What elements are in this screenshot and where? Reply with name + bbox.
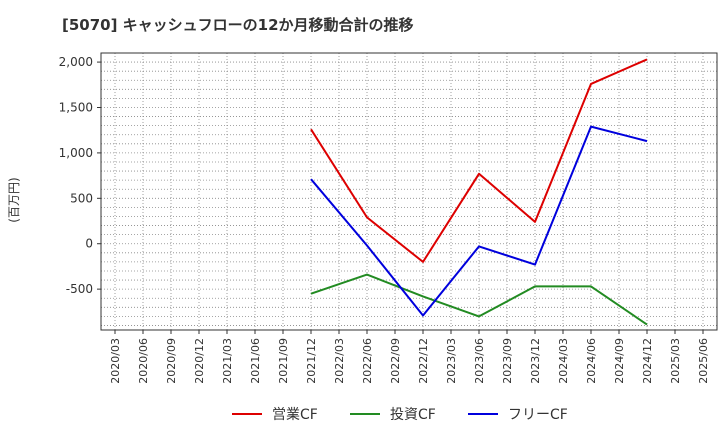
y-tick-label: 500 [70, 191, 93, 205]
x-tick-label: 2023/03 [445, 338, 458, 384]
y-axis-label: (百万円) [7, 177, 21, 222]
series-line [310, 58, 648, 263]
series-line [310, 273, 648, 326]
y-tick-label: -500 [66, 282, 93, 296]
x-tick-label: 2024/03 [557, 338, 570, 384]
x-tick-label: 2021/12 [305, 338, 318, 384]
y-tick-label: 0 [85, 237, 93, 251]
y-tick-label: 2,000 [59, 55, 93, 69]
x-tick-label: 2022/12 [417, 338, 430, 384]
plot-area-frame [100, 52, 718, 331]
x-tick-label: 2021/06 [249, 338, 262, 384]
series-line [310, 125, 648, 317]
x-tick-label: 2024/06 [585, 338, 598, 384]
y-tick-label: 1,500 [59, 100, 93, 114]
x-tick-label: 2023/06 [473, 338, 486, 384]
series-lines [310, 58, 648, 326]
y-tick-label: 1,000 [59, 146, 93, 160]
x-axis-ticks: 2020/03 2020/06 2020/09 2020/12 2021/03 2021/… [109, 330, 710, 384]
x-tick-label: 2020/03 [109, 338, 122, 384]
legend: 営業CF 投資CF フリーCF [232, 407, 568, 423]
x-tick-label: 2021/09 [277, 338, 290, 384]
x-tick-label: 2020/09 [165, 338, 178, 384]
x-tick-label: 2021/03 [221, 338, 234, 384]
x-tick-label: 2025/03 [669, 338, 682, 384]
x-tick-label: 2024/09 [613, 338, 626, 384]
x-tick-label: 2022/06 [361, 338, 374, 384]
x-tick-label: 2022/09 [389, 338, 402, 384]
x-tick-label: 2020/06 [137, 338, 150, 384]
chart-title: [5070] キャッシュフローの12か月移動合計の推移 [62, 16, 414, 34]
x-tick-label: 2020/12 [193, 338, 206, 384]
x-tick-label: 2023/09 [501, 338, 514, 384]
legend-label: フリーCF [508, 407, 568, 423]
x-tick-label: 2023/12 [529, 338, 542, 384]
legend-label: 投資CF [390, 407, 436, 423]
x-tick-label: 2022/03 [333, 338, 346, 384]
x-tick-label: 2025/06 [697, 338, 710, 384]
grid-lines [101, 53, 717, 330]
legend-label: 営業CF [272, 407, 318, 423]
x-tick-label: 2024/12 [641, 338, 654, 384]
y-axis-ticks: 2,000 1,500 1,000 500 0 -500 [59, 55, 101, 296]
